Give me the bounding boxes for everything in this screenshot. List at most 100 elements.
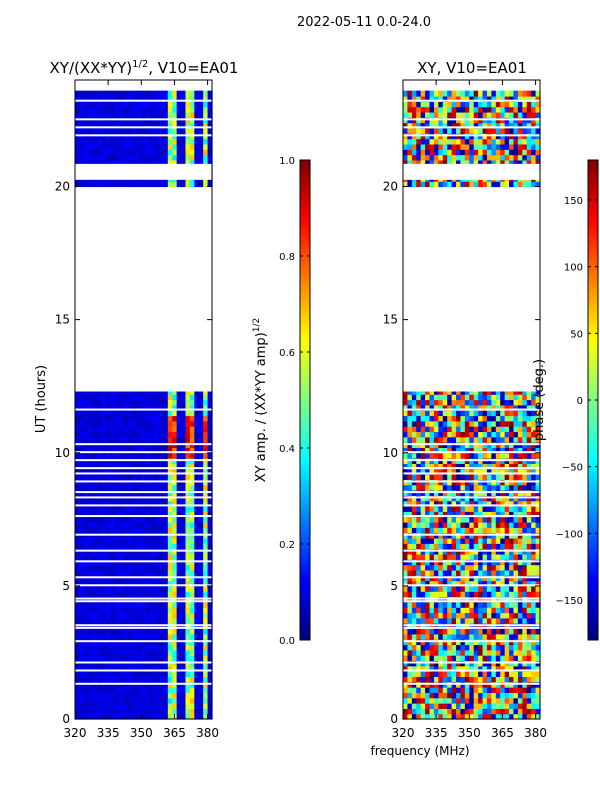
heatmap-cell — [482, 181, 488, 188]
heatmap-cell — [517, 543, 523, 550]
heatmap-cell — [110, 537, 116, 544]
heatmap-cell — [416, 703, 422, 709]
data-gap-line — [75, 496, 212, 499]
heatmap-cell — [150, 436, 156, 443]
heatmap-cell — [504, 122, 510, 129]
heatmap-cell — [495, 111, 501, 118]
heatmap-cell — [88, 692, 94, 699]
heatmap-cell — [442, 687, 448, 693]
heatmap-cell — [101, 426, 107, 433]
heatmap-cell — [181, 394, 187, 401]
heatmap-cell — [491, 394, 497, 401]
heatmap-cell — [531, 394, 537, 401]
heatmap-cell — [203, 436, 209, 443]
heatmap-cell — [517, 447, 523, 454]
heatmap-cell — [189, 154, 195, 161]
heatmap-cell — [83, 463, 89, 470]
heatmap-cell — [172, 101, 178, 108]
heatmap-cell — [486, 676, 492, 683]
heatmap-cell — [176, 436, 182, 443]
heatmap-cell — [150, 569, 156, 576]
heatmap-cell — [531, 569, 537, 576]
heatmap-cell — [79, 484, 85, 491]
heatmap-cell — [207, 506, 213, 512]
heatmap-cell — [442, 585, 448, 592]
heatmap-cell — [136, 692, 142, 699]
heatmap-cell — [429, 106, 435, 113]
heatmap-cell — [433, 159, 439, 166]
heatmap-cell — [203, 692, 209, 699]
heatmap-cell — [123, 564, 129, 571]
heatmap-cell — [75, 511, 81, 518]
heatmap-cell — [185, 692, 191, 699]
heatmap-cell — [158, 511, 164, 518]
heatmap-cell — [513, 474, 519, 480]
heatmap-cell — [110, 713, 116, 720]
heatmap-cell — [509, 500, 515, 507]
heatmap-cell — [504, 127, 510, 134]
heatmap-cell — [163, 420, 169, 427]
heatmap-cell — [425, 436, 431, 443]
heatmap-cell — [509, 703, 515, 709]
heatmap-cell — [181, 633, 187, 640]
heatmap-cell — [97, 404, 103, 411]
heatmap-cell — [438, 415, 444, 422]
heatmap-cell — [416, 484, 422, 491]
heatmap-cell — [403, 415, 409, 422]
heatmap-cell — [403, 553, 409, 560]
heatmap-cell — [495, 101, 501, 108]
heatmap-cell — [535, 415, 541, 422]
heatmap-cell — [181, 474, 187, 480]
heatmap-cell — [447, 111, 453, 118]
heatmap-cell — [145, 644, 151, 651]
heatmap-cell — [464, 655, 470, 662]
heatmap-cell — [447, 527, 453, 534]
heatmap-cell — [522, 591, 528, 598]
heatmap-cell — [163, 391, 169, 395]
heatmap-cell — [203, 628, 209, 635]
heatmap-cell — [456, 708, 462, 715]
heatmap-cell — [88, 143, 94, 150]
heatmap-cell — [473, 484, 479, 491]
heatmap-cell — [486, 665, 492, 672]
heatmap-cell — [176, 708, 182, 715]
data-gap-line — [75, 533, 212, 536]
heatmap-cell — [207, 553, 213, 560]
heatmap-cell — [411, 106, 417, 113]
heatmap-cell — [491, 703, 497, 709]
heatmap-cell — [522, 521, 528, 528]
heatmap-cell — [425, 687, 431, 693]
heatmap-cell — [128, 612, 134, 619]
heatmap-cell — [438, 468, 444, 475]
heatmap-cell — [194, 436, 200, 443]
heatmap-cell — [185, 569, 191, 576]
heatmap-cell — [176, 431, 182, 438]
heatmap-cell — [456, 106, 462, 113]
heatmap-cell — [158, 692, 164, 699]
heatmap-cell — [526, 671, 532, 677]
heatmap-cell — [531, 703, 537, 709]
heatmap-cell — [110, 569, 116, 576]
heatmap-cell — [420, 649, 426, 656]
heatmap-cell — [442, 426, 448, 433]
heatmap-cell — [123, 447, 129, 454]
heatmap-cell — [88, 463, 94, 470]
heatmap-cell — [189, 687, 195, 693]
heatmap-cell — [154, 391, 160, 395]
heatmap-cell — [105, 697, 111, 704]
heatmap-cell — [460, 391, 466, 395]
heatmap-cell — [403, 543, 409, 550]
heatmap-cell — [447, 713, 453, 720]
heatmap-cell — [92, 404, 98, 411]
heatmap-cell — [425, 468, 431, 475]
heatmap-cell — [163, 394, 169, 401]
heatmap-cell — [447, 585, 453, 592]
heatmap-cell — [478, 415, 484, 422]
heatmap-cell — [83, 553, 89, 560]
heatmap-cell — [464, 553, 470, 560]
heatmap-cell — [185, 628, 191, 635]
heatmap-cell — [105, 143, 111, 150]
heatmap-cell — [438, 676, 444, 683]
heatmap-cell — [110, 511, 116, 518]
heatmap-cell — [473, 628, 479, 635]
